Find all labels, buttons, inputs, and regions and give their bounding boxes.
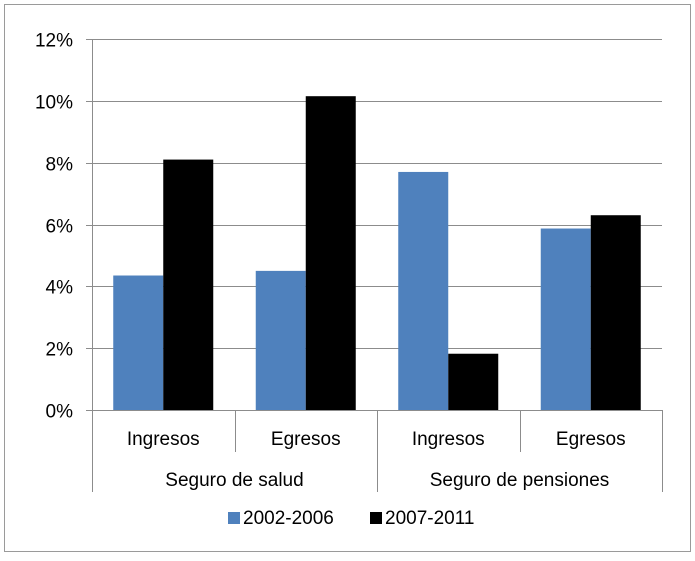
- y-tick-label: 8%: [46, 155, 74, 176]
- legend-label: 2002-2006: [243, 508, 334, 529]
- legend-swatch-2002-2006: [228, 512, 240, 524]
- y-tick-label: 2%: [46, 340, 74, 361]
- legend: 2002-2006 2007-2011: [228, 508, 474, 529]
- x-tick-label: Ingresos: [127, 429, 200, 450]
- legend-label: 2007-2011: [385, 508, 474, 529]
- y-tick-label: 6%: [46, 217, 74, 238]
- bar-2007-2011-3: [590, 215, 641, 410]
- bar-2002-2006-3: [540, 228, 591, 410]
- axes: [92, 39, 663, 492]
- y-tick-label: 0%: [46, 402, 74, 423]
- bar-2002-2006-2: [398, 171, 449, 410]
- x-tick-label: Egresos: [271, 429, 341, 450]
- y-tick-label: 10%: [35, 93, 73, 114]
- x-tick-label: Ingresos: [412, 429, 485, 450]
- legend-swatch-2007-2011: [370, 512, 382, 524]
- bar-2007-2011-0: [163, 159, 214, 410]
- x-tick-labels: Ingresos Egresos Ingresos Egresos Seguro de …: [127, 429, 626, 491]
- y-tick-label: 12%: [35, 31, 73, 52]
- bar-2007-2011-1: [305, 96, 356, 410]
- y-tick-label: 4%: [46, 278, 74, 299]
- group-label: Seguro de pensiones: [430, 470, 610, 491]
- y-tick-labels: 0% 2% 4% 6% 8% 10% 12%: [35, 31, 73, 423]
- x-tick-label: Egresos: [556, 429, 626, 450]
- bar-2007-2011-2: [448, 353, 499, 410]
- bar-2002-2006-1: [255, 270, 306, 410]
- group-label: Seguro de salud: [165, 470, 303, 491]
- bar-2002-2006-0: [113, 275, 164, 410]
- bars: [113, 96, 641, 410]
